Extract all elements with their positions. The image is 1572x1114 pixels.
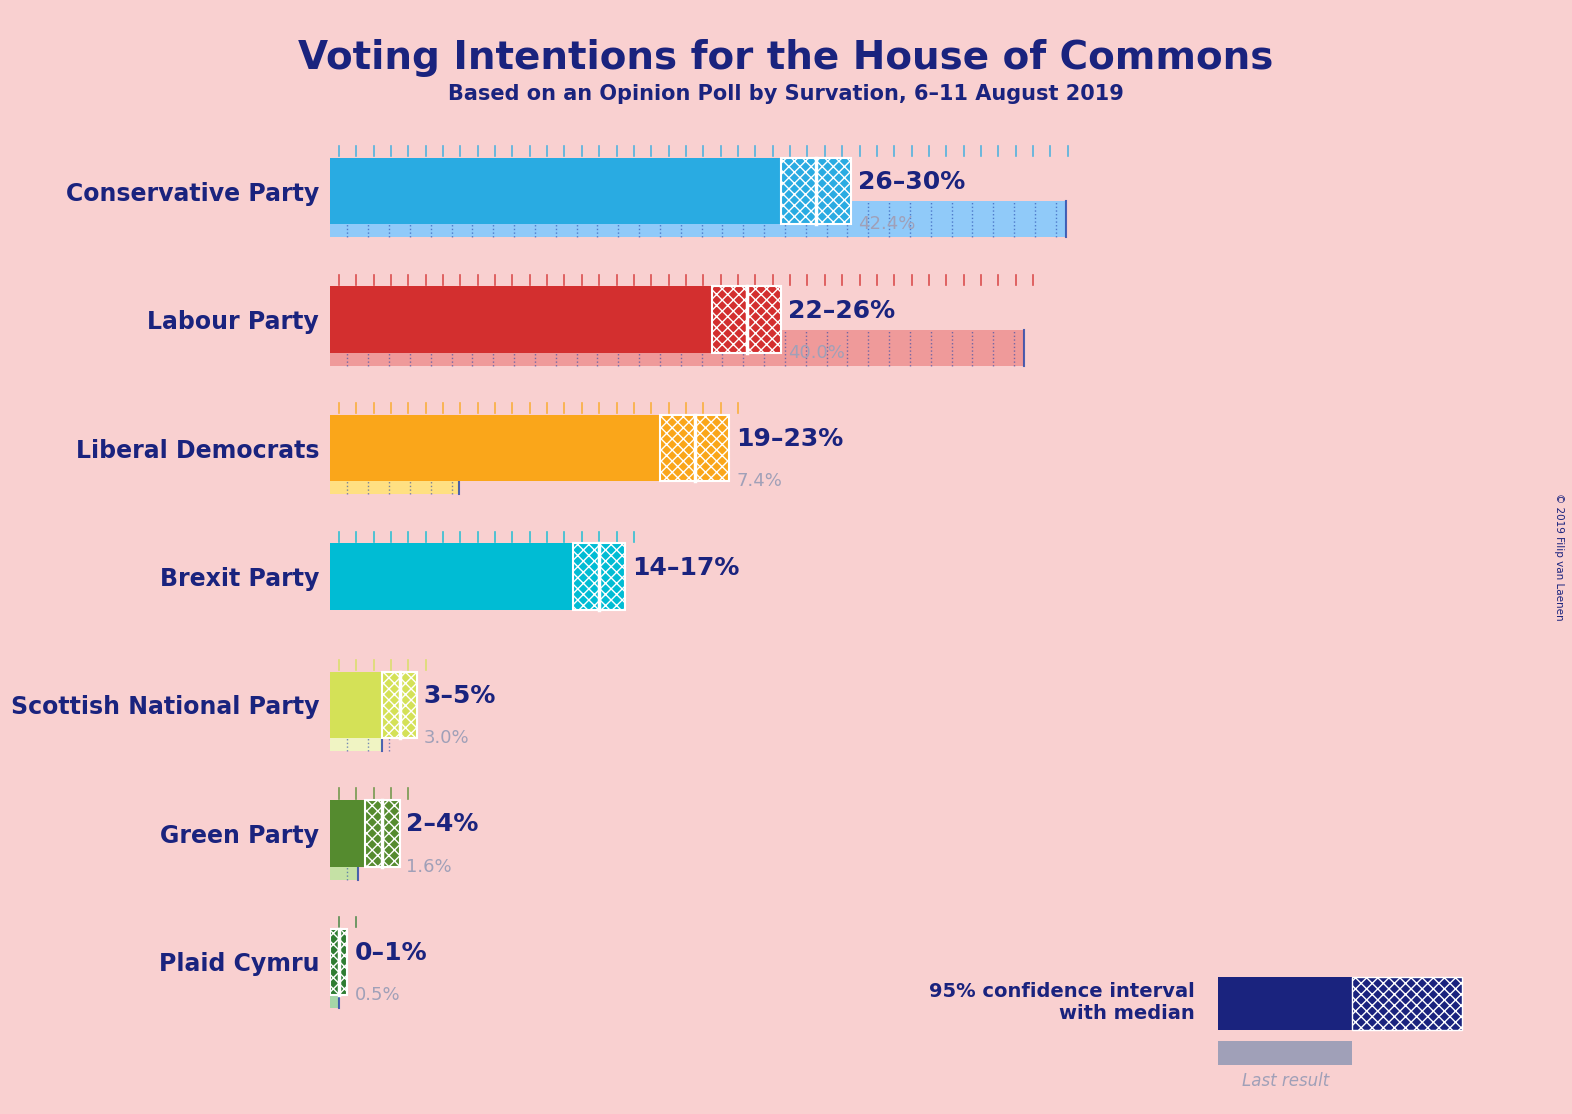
Bar bbox=[330, 202, 1066, 237]
Bar bbox=[330, 929, 347, 995]
Text: 19–23%: 19–23% bbox=[736, 427, 844, 451]
Text: Voting Intentions for the House of Commons: Voting Intentions for the House of Commo… bbox=[299, 39, 1273, 77]
Text: 0.5%: 0.5% bbox=[354, 986, 399, 1005]
Bar bbox=[330, 458, 459, 495]
Text: 95% confidence interval
with median: 95% confidence interval with median bbox=[929, 983, 1195, 1023]
Bar bbox=[330, 843, 358, 880]
Text: 22–26%: 22–26% bbox=[789, 299, 896, 323]
Text: Based on an Opinion Poll by Survation, 6–11 August 2019: Based on an Opinion Poll by Survation, 6… bbox=[448, 84, 1124, 104]
Text: 14–17%: 14–17% bbox=[632, 556, 739, 579]
Bar bbox=[330, 158, 781, 224]
Text: 42.4%: 42.4% bbox=[858, 215, 915, 234]
Text: 0–1%: 0–1% bbox=[354, 941, 428, 965]
Bar bbox=[712, 286, 781, 353]
Text: 3–5%: 3–5% bbox=[424, 684, 497, 709]
Text: 3.0%: 3.0% bbox=[424, 730, 470, 747]
Bar bbox=[574, 544, 626, 609]
Text: 26–30%: 26–30% bbox=[858, 170, 965, 194]
Bar bbox=[382, 672, 417, 739]
Bar bbox=[660, 414, 729, 481]
Bar bbox=[330, 715, 382, 751]
Bar bbox=[330, 414, 660, 481]
Bar bbox=[330, 286, 712, 353]
Text: 2–4%: 2–4% bbox=[407, 812, 479, 837]
Text: © 2019 Filip van Laenen: © 2019 Filip van Laenen bbox=[1555, 494, 1564, 620]
Text: 7.4%: 7.4% bbox=[736, 472, 783, 490]
Bar bbox=[781, 158, 850, 224]
Bar bbox=[330, 973, 340, 1008]
Text: 1.6%: 1.6% bbox=[407, 858, 453, 876]
Text: Last result: Last result bbox=[1242, 1073, 1328, 1091]
Bar bbox=[330, 800, 365, 867]
Bar bbox=[330, 544, 574, 609]
Text: 40.0%: 40.0% bbox=[789, 344, 846, 362]
Bar bbox=[330, 330, 1025, 365]
Bar bbox=[365, 800, 399, 867]
Bar bbox=[330, 672, 382, 739]
